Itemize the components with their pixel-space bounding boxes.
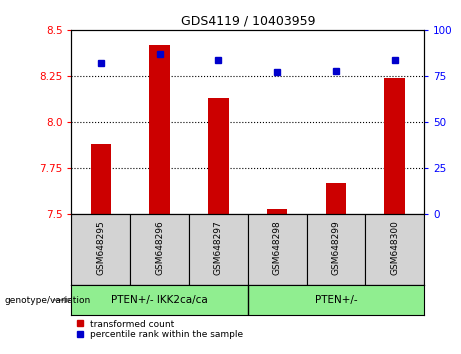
Bar (149, 45, 170, 214)
Text: GSM648300: GSM648300 (390, 220, 399, 275)
Bar (307, 214, 366, 285)
Bar (130, 214, 189, 285)
Text: genotype/variation: genotype/variation (5, 296, 91, 304)
Title: GDS4119 / 10403959: GDS4119 / 10403959 (181, 15, 315, 28)
Bar (384, 78, 405, 214)
Bar (71, 214, 130, 285)
Bar (208, 98, 229, 214)
Text: GSM648296: GSM648296 (155, 220, 164, 275)
Legend: transformed count, percentile rank within the sample: transformed count, percentile rank withi… (76, 320, 243, 339)
Text: GSM648299: GSM648299 (331, 220, 341, 275)
Text: PTEN+/- IKK2ca/ca: PTEN+/- IKK2ca/ca (111, 295, 208, 305)
Bar (189, 214, 248, 285)
Bar (365, 214, 424, 285)
Text: GSM648298: GSM648298 (272, 220, 282, 275)
Bar (90, 144, 111, 214)
Text: PTEN+/-: PTEN+/- (315, 295, 357, 305)
Bar (248, 214, 307, 285)
Bar (267, 209, 288, 214)
Text: GSM648297: GSM648297 (214, 220, 223, 275)
Bar (325, 183, 346, 214)
Text: GSM648295: GSM648295 (96, 220, 106, 275)
